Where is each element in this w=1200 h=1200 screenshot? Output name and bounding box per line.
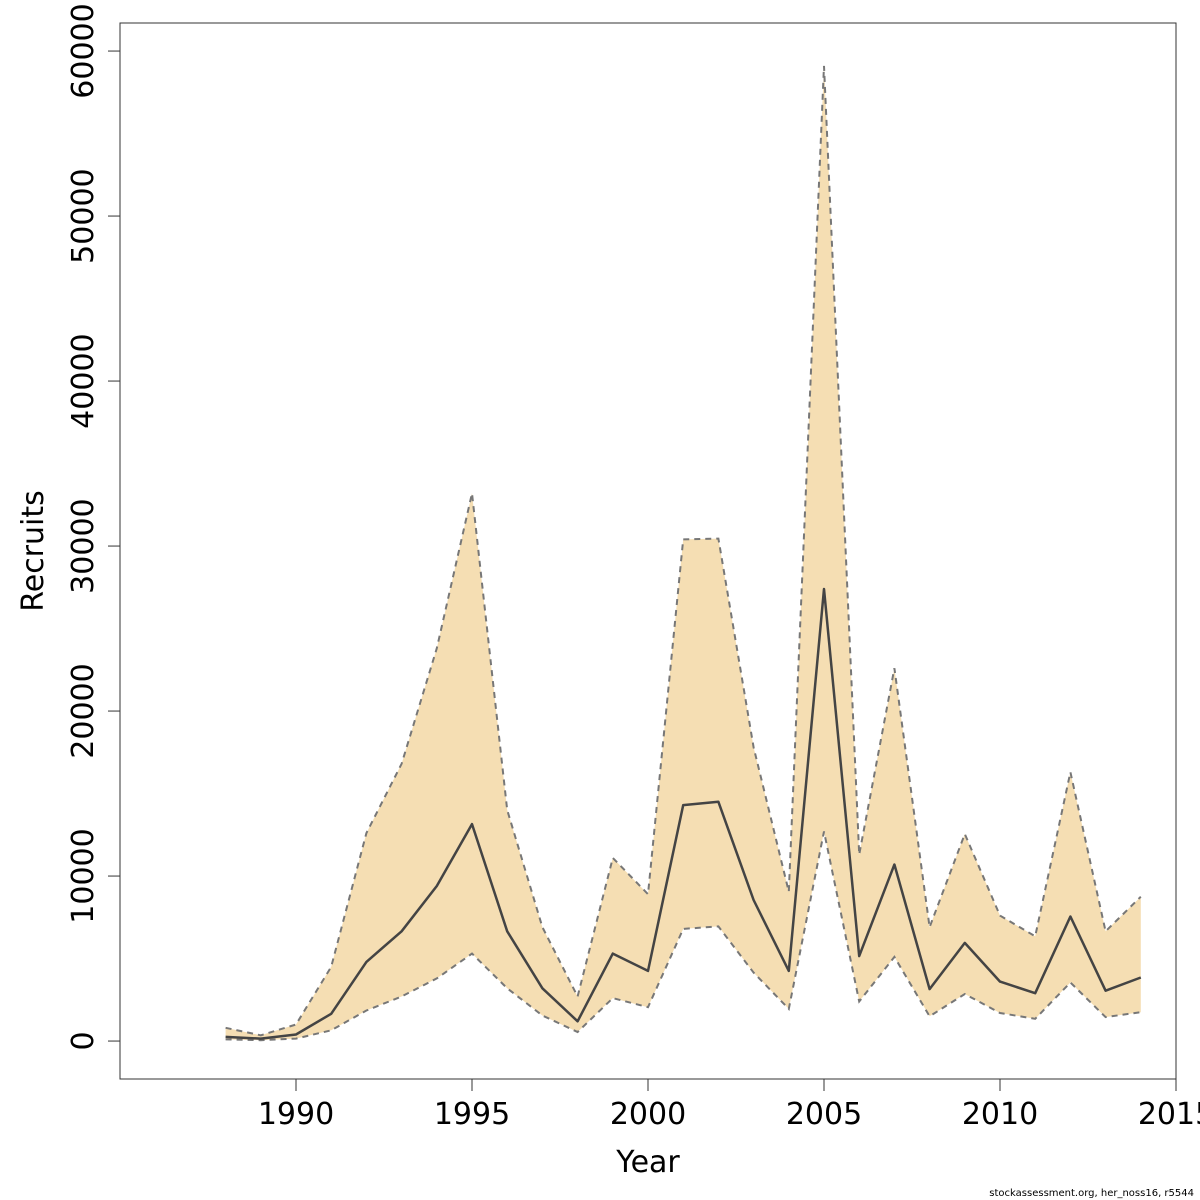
series-upper-bound — [225, 65, 1142, 1037]
x-axis-title: Year — [615, 1145, 680, 1180]
x-tick-label: 2010 — [962, 1097, 1038, 1132]
series-line-layer — [225, 65, 1142, 1042]
x-axis: 1990 1995 2000 2005 2010 2015 — [258, 1078, 1200, 1132]
footnote: stockassessment.org, her_noss16, r5544 — [989, 1188, 1194, 1199]
y-axis-title: Recruits — [16, 490, 51, 612]
x-tick-label: 2000 — [610, 1097, 686, 1132]
y-tick-label: 10000 — [66, 828, 101, 923]
x-tick-label: 1990 — [258, 1097, 334, 1132]
series-lower-bound — [225, 831, 1141, 1042]
y-tick-label: 30000 — [66, 498, 101, 593]
y-tick-label: 0 — [66, 1031, 101, 1050]
x-tick-label: 1995 — [434, 1097, 510, 1132]
confidence-band — [225, 65, 1141, 1041]
x-tick-label: 2015 — [1138, 1097, 1200, 1132]
y-tick-label: 20000 — [66, 663, 101, 758]
y-axis: 0 10000 20000 30000 40000 50000 60000 — [66, 3, 121, 1051]
x-tick-label: 2005 — [786, 1097, 862, 1132]
confidence-band-layer — [225, 65, 1141, 1041]
series-estimate — [225, 587, 1142, 1040]
y-tick-label: 50000 — [66, 168, 101, 263]
y-tick-label: 60000 — [66, 3, 101, 98]
y-tick-label: 40000 — [66, 333, 101, 428]
